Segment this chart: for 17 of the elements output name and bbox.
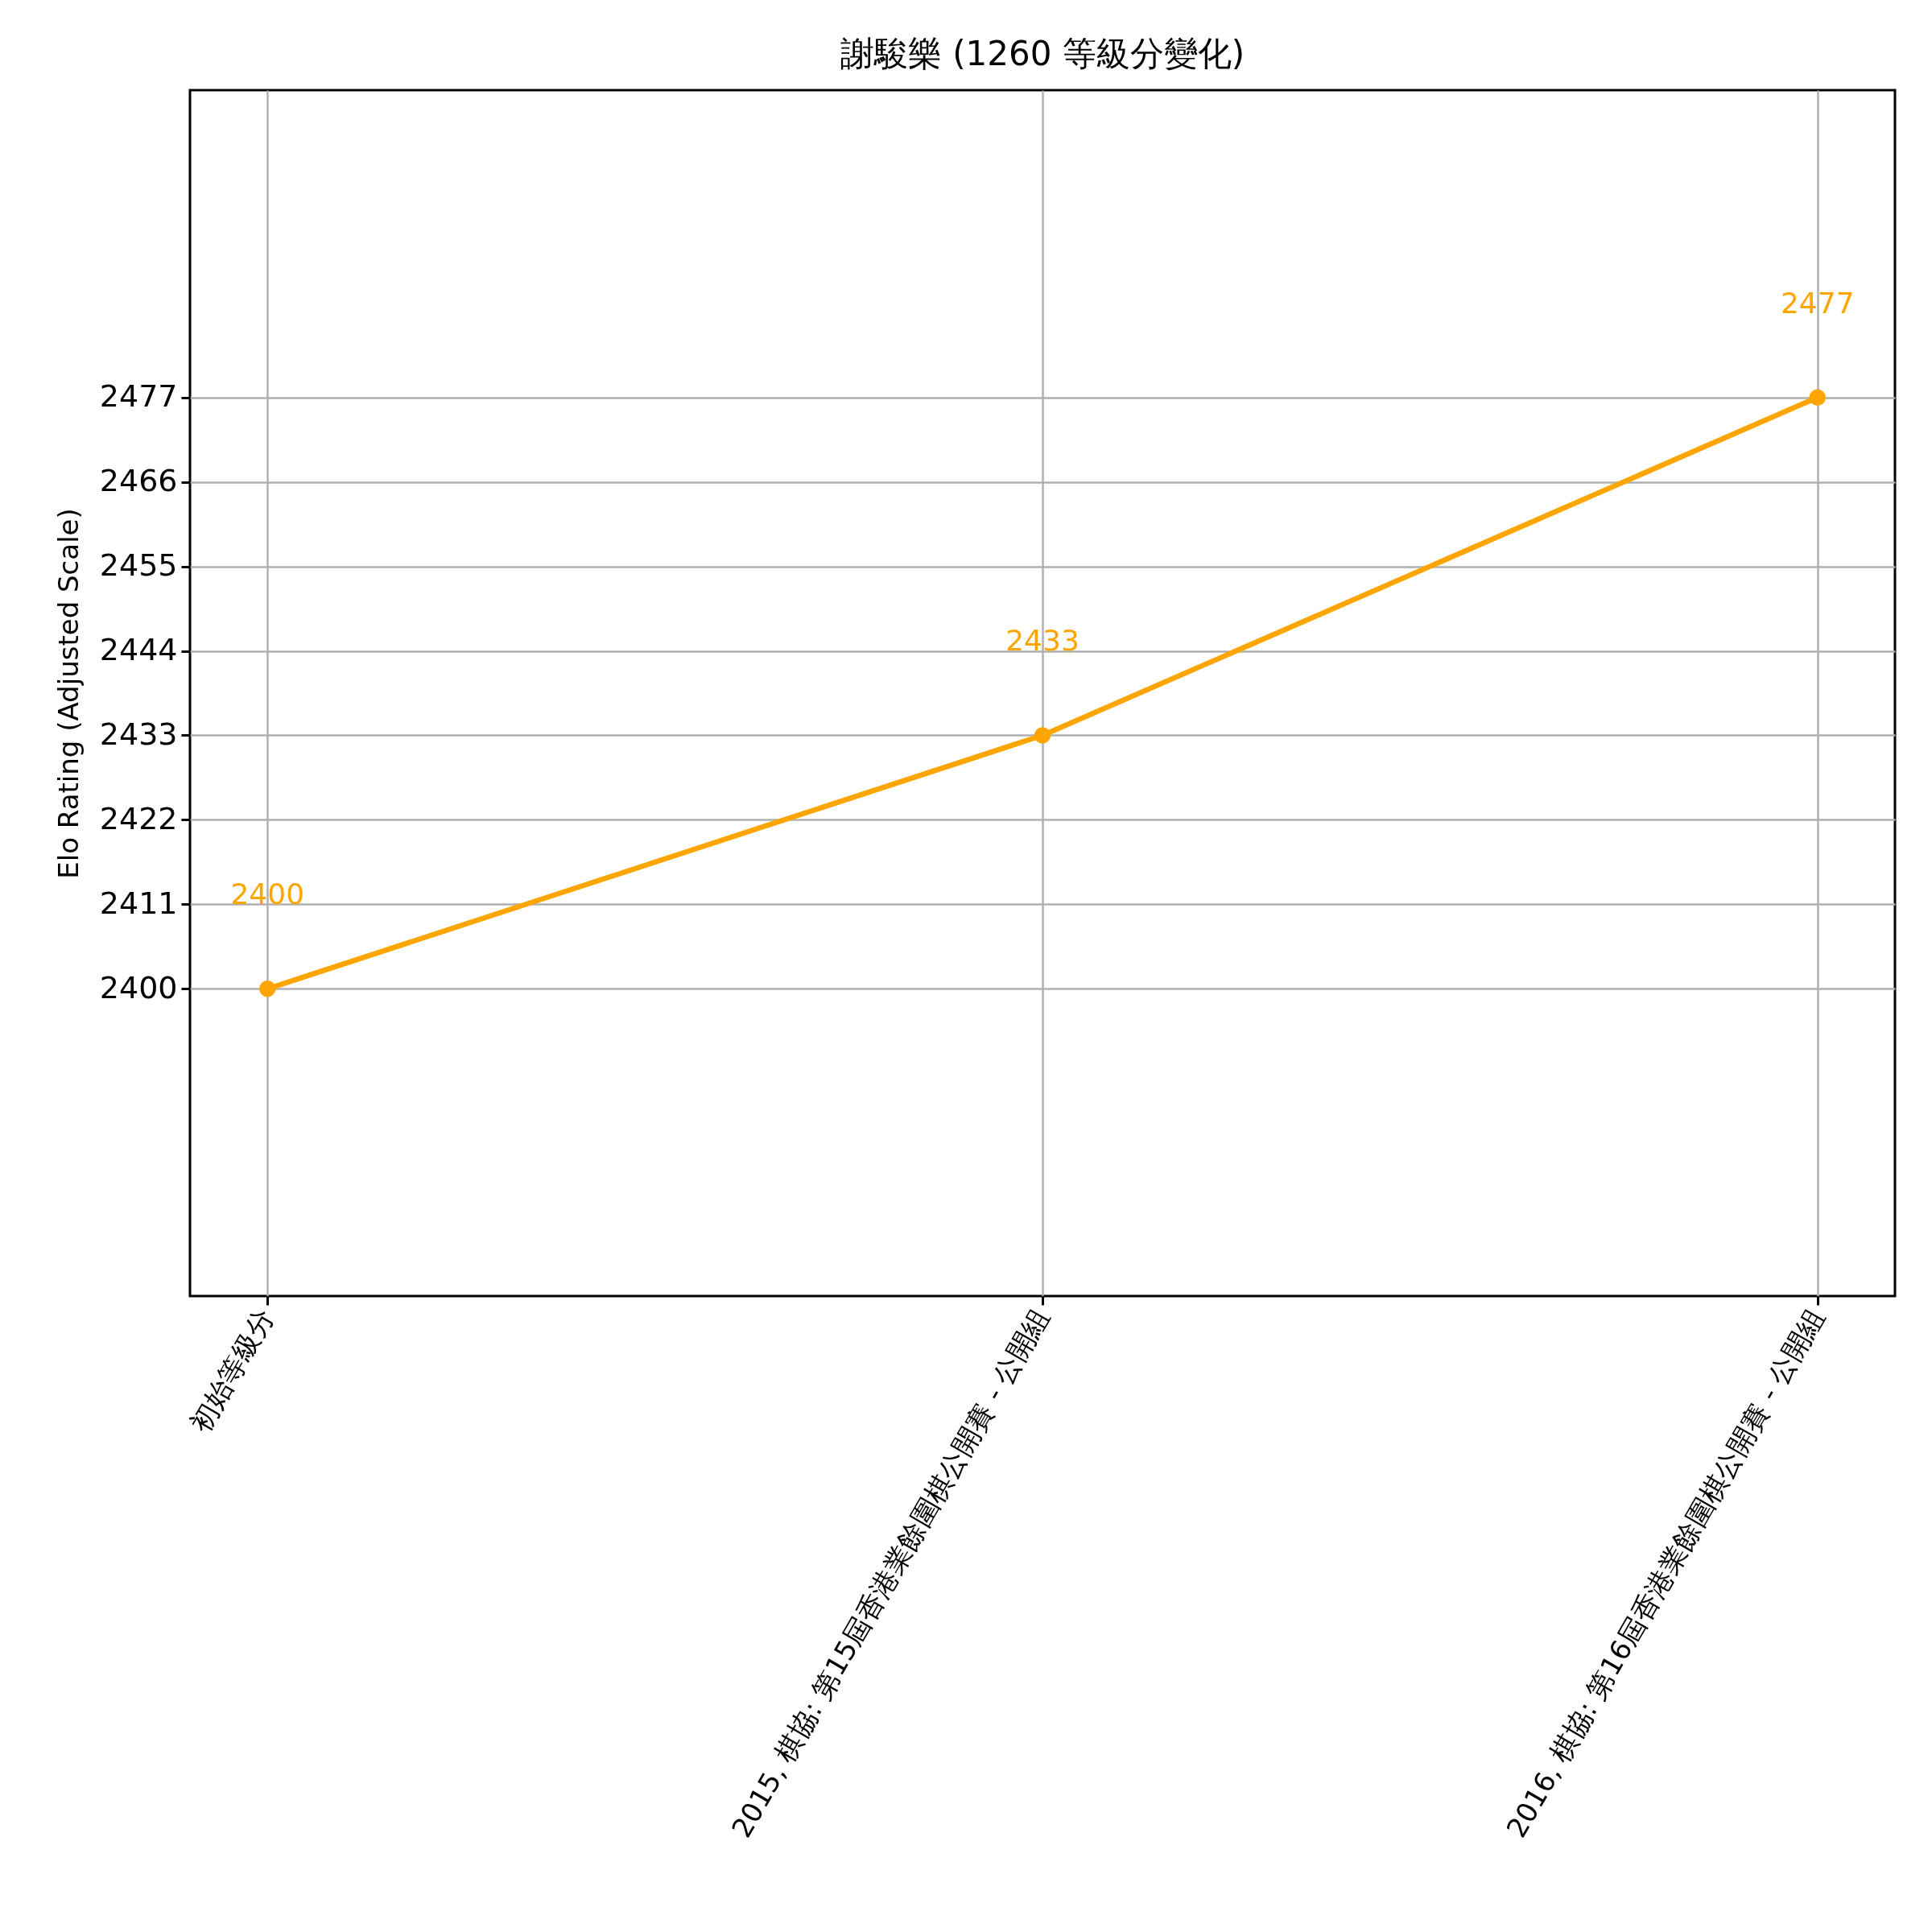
point	[1809, 389, 1826, 406]
data-label: 2400	[230, 877, 305, 911]
data-label: 2433	[1005, 624, 1080, 658]
y-tick-label: 2433	[99, 716, 178, 752]
y-tick-label: 2444	[99, 632, 178, 668]
chart-title: 謝駿樂 (1260 等級分變化)	[840, 34, 1245, 73]
y-tick-label: 2477	[99, 378, 178, 415]
y-tick-label: 2455	[99, 547, 178, 584]
y-tick-label: 2466	[99, 463, 178, 499]
y-tick-label: 2400	[99, 969, 178, 1005]
data-label: 2477	[1780, 286, 1855, 320]
y-tick-label: 2422	[99, 800, 178, 836]
y-tick-label: 2411	[99, 885, 178, 921]
y-axis-title: Elo Rating (Adjusted Scale)	[52, 508, 85, 879]
x-tick-label: 初始等級分	[184, 1302, 281, 1438]
point	[1034, 727, 1051, 744]
point	[259, 980, 276, 997]
